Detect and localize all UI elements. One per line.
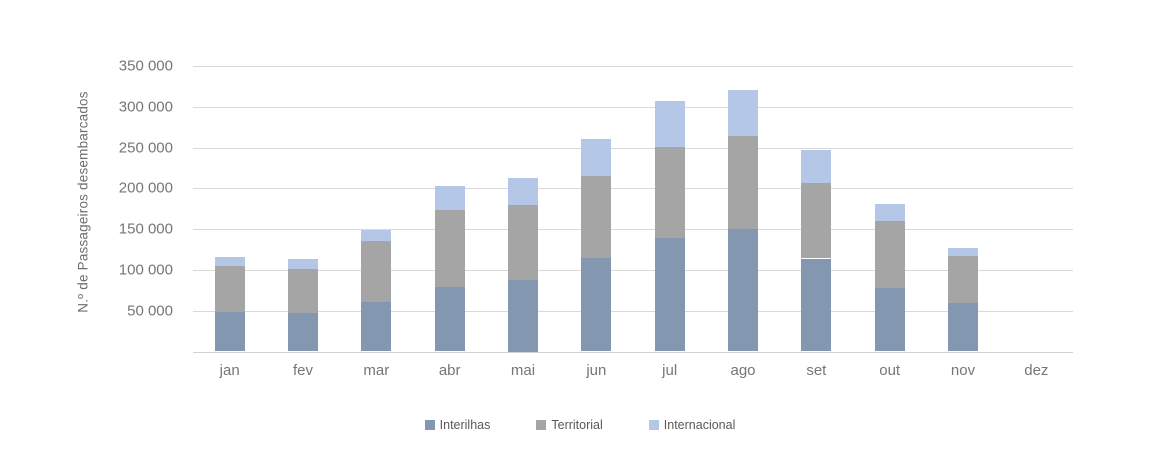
bar-segment-territorial <box>654 147 685 239</box>
bar-segment-interilhas <box>874 287 905 352</box>
bar-segment-interilhas <box>581 257 612 352</box>
bar-segment-territorial <box>434 210 465 288</box>
bar-segment-territorial <box>801 183 832 259</box>
y-tick-label: 150 000 <box>118 220 173 238</box>
grid-line <box>193 66 1073 67</box>
legend-item: Territorial <box>536 418 603 432</box>
x-tick-label: nov <box>950 362 976 379</box>
bar-segment-territorial <box>874 220 905 288</box>
x-axis-line <box>193 351 1073 353</box>
x-tick-label: jun <box>586 362 607 379</box>
bar-segment-internacional <box>654 100 685 148</box>
x-tick-label: dez <box>1024 362 1049 379</box>
x-tick-label: ago <box>730 362 756 379</box>
bar-segment-interilhas <box>434 287 465 352</box>
legend-label: Interilhas <box>439 418 491 432</box>
bar-segment-interilhas <box>508 280 538 352</box>
bar-segment-territorial <box>214 266 245 313</box>
chart-legend: Interilhas Territorial Internacional <box>0 418 1160 432</box>
legend-swatch <box>536 420 547 430</box>
grid-line <box>193 269 1073 271</box>
bar-segment-internacional <box>874 203 905 221</box>
grid-line <box>193 310 1073 312</box>
bar-segment-interilhas <box>214 312 245 352</box>
bar-segment-interilhas <box>654 238 685 352</box>
y-tick-label: 100 000 <box>118 261 173 279</box>
bar-segment-territorial <box>581 175 612 258</box>
bar-segment-internacional <box>288 259 318 269</box>
grid-line <box>193 188 1073 190</box>
x-tick-label: jul <box>662 362 678 379</box>
y-tick-label: 250 000 <box>118 139 173 157</box>
bar-segment-territorial <box>728 135 758 229</box>
bar-segment-internacional <box>948 247 978 256</box>
legend-item: Interilhas <box>424 418 491 432</box>
legend-swatch <box>648 420 659 430</box>
bar-segment-territorial <box>948 255 978 304</box>
legend-label: Territorial <box>551 418 603 432</box>
legend-item: Internacional <box>648 418 736 432</box>
x-tick-label: set <box>806 362 827 379</box>
bar-segment-interilhas <box>728 228 758 352</box>
legend-label: Internacional <box>663 418 736 432</box>
x-tick-label: out <box>879 362 901 379</box>
x-tick-label: jan <box>219 362 240 379</box>
legend-swatch <box>424 420 435 430</box>
x-tick-label: mar <box>363 362 390 379</box>
x-tick-label: abr <box>438 362 461 379</box>
grid-line <box>193 147 1073 149</box>
bar-segment-internacional <box>801 150 832 184</box>
bar-segment-internacional <box>728 90 758 136</box>
bar-segment-internacional <box>508 177 538 205</box>
grid-line <box>193 229 1073 231</box>
bar-segment-internacional <box>434 185 465 211</box>
y-tick-label: 350 000 <box>118 57 173 75</box>
bar-segment-interilhas <box>361 301 392 352</box>
bar-segment-interilhas <box>801 258 832 352</box>
y-tick-label: 50 000 <box>127 302 173 320</box>
grid-line <box>193 106 1073 108</box>
bar-segment-territorial <box>508 204 538 281</box>
bar-segment-interilhas <box>288 313 318 352</box>
bar-segment-internacional <box>581 139 612 176</box>
y-tick-label: 200 000 <box>118 179 173 197</box>
x-tick-label: fev <box>292 362 314 379</box>
bar-segment-internacional <box>361 229 392 242</box>
bar-segment-territorial <box>288 268 318 314</box>
y-tick-label: 300 000 <box>118 98 173 116</box>
x-tick-label: mai <box>510 362 536 379</box>
bar-segment-interilhas <box>948 303 978 352</box>
bar-segment-internacional <box>214 256 245 267</box>
bar-segment-territorial <box>361 241 392 302</box>
